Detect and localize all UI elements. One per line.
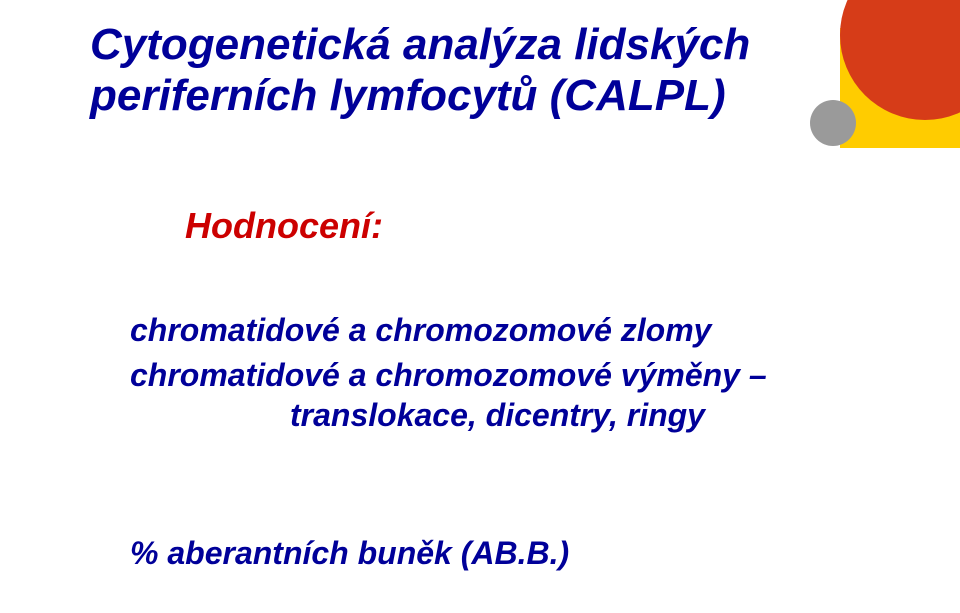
slide-subtitle: Hodnocení: — [185, 205, 383, 247]
footer-line: % aberantních buněk (AB.B.) — [130, 535, 890, 572]
body-line-2a: chromatidové a chromozomové výměny – — [130, 357, 767, 393]
body-line-1: chromatidové a chromozomové zlomy — [130, 310, 890, 350]
body-line-2b: translokace, dicentry, ringy — [130, 395, 890, 435]
slide: Cytogenetická analýza lidských periferní… — [0, 0, 960, 613]
body-line-2: chromatidové a chromozomové výměny – tra… — [130, 355, 890, 435]
slide-title: Cytogenetická analýza lidských periferní… — [90, 20, 870, 121]
